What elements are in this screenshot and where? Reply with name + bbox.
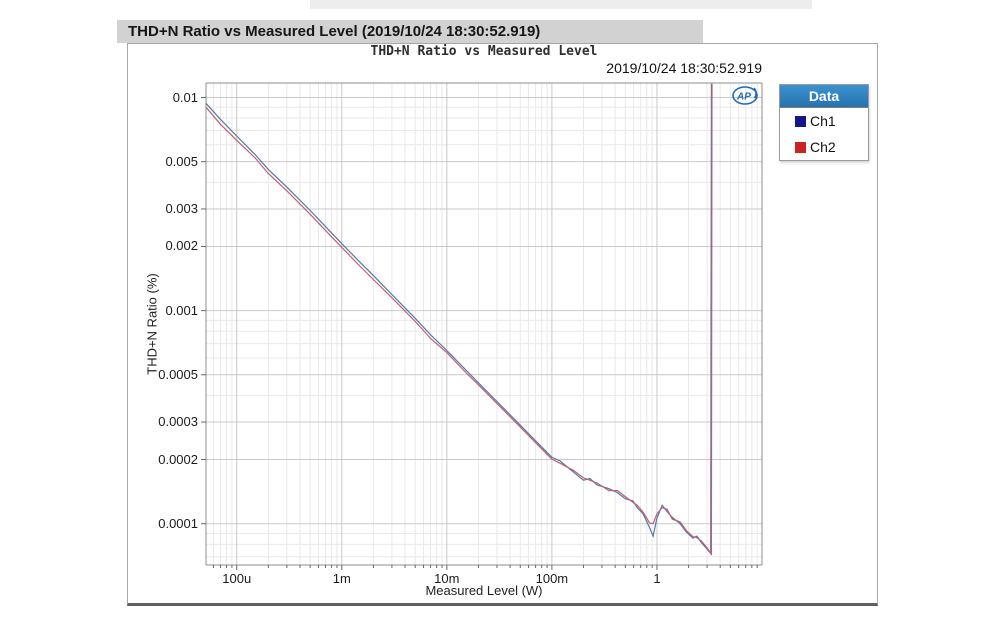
x-axis-label: Measured Level (W)	[425, 583, 543, 598]
series-ch2-line	[206, 83, 713, 557]
chart-window-title-text: THD+N Ratio vs Measured Level (2019/10/2…	[128, 23, 541, 40]
legend-box: Data Ch1 Ch2	[779, 84, 869, 161]
x-tick-label: 10m	[434, 571, 460, 586]
ch1-color-swatch	[795, 115, 806, 127]
svg-text:AP: AP	[736, 92, 751, 103]
x-tick-label: 1m	[332, 571, 351, 586]
y-tick-label: 0.0002	[158, 451, 198, 467]
chart-title: THD+N Ratio vs Measured Level	[370, 44, 598, 59]
series-ch1-line	[206, 83, 713, 556]
x-tick-label: 1	[653, 571, 661, 586]
chart-timestamp: 2019/10/24 18:30:52.919	[606, 60, 762, 76]
ch1-label: Ch1	[810, 113, 836, 129]
y-tick-label: 0.002	[165, 238, 198, 254]
ch2-color-swatch	[795, 141, 806, 153]
x-tick-label: 100m	[535, 571, 569, 586]
y-tick-label: 0.001	[165, 302, 198, 318]
graph-panel	[127, 43, 878, 606]
chart-window-title-bar: THD+N Ratio vs Measured Level (2019/10/2…	[117, 20, 703, 43]
legend-item-ch2[interactable]: Ch2	[780, 134, 868, 160]
y-tick-label: 0.0005	[158, 366, 198, 382]
y-tick-label: 0.0003	[158, 414, 198, 430]
ap-brand-logo: AP	[732, 86, 758, 105]
legend-header: Data	[780, 85, 868, 108]
legend-item-ch1[interactable]: Ch1	[780, 108, 868, 134]
window-top-strip	[310, 0, 812, 9]
y-tick-label: 0.003	[165, 200, 198, 216]
y-tick-label: 0.0001	[158, 515, 198, 531]
y-tick-label: 0.005	[165, 153, 198, 169]
ch2-label: Ch2	[810, 139, 836, 155]
plot-border	[205, 82, 763, 566]
y-tick-label: 0.01	[172, 89, 198, 105]
x-tick-label: 100u	[222, 571, 252, 586]
